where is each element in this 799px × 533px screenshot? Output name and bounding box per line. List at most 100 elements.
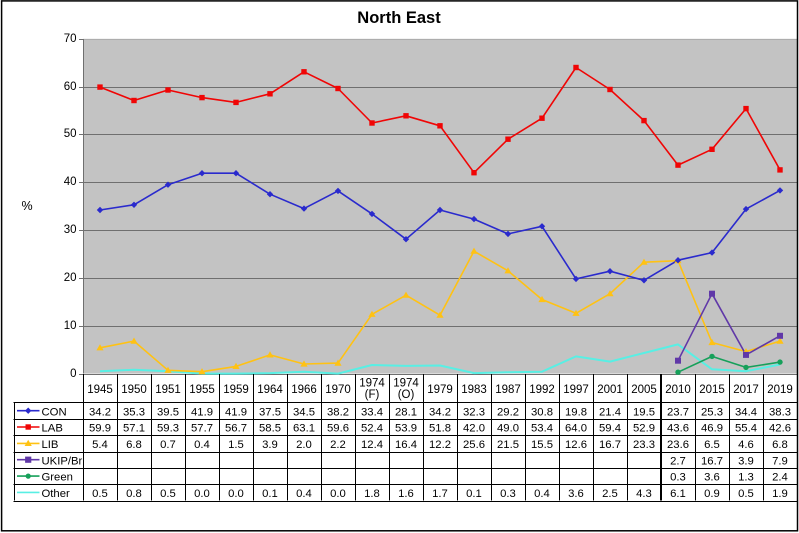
svg-text:53.9: 53.9	[395, 423, 417, 435]
svg-text:12.6: 12.6	[565, 439, 587, 451]
svg-text:12.4: 12.4	[361, 439, 383, 451]
svg-text:21.4: 21.4	[599, 406, 621, 418]
svg-text:49.0: 49.0	[497, 423, 519, 435]
svg-text:4.6: 4.6	[738, 439, 754, 451]
svg-text:0.3: 0.3	[670, 472, 686, 484]
svg-text:34.5: 34.5	[293, 406, 315, 418]
svg-text:1987: 1987	[495, 384, 521, 396]
svg-text:2.0: 2.0	[296, 439, 312, 451]
svg-text:North East: North East	[357, 9, 441, 27]
svg-text:38.2: 38.2	[327, 406, 349, 418]
svg-text:LAB: LAB	[42, 423, 63, 435]
svg-text:39.5: 39.5	[157, 406, 179, 418]
svg-text:20: 20	[64, 272, 77, 284]
svg-text:6.1: 6.1	[670, 488, 686, 500]
svg-text:1955: 1955	[189, 384, 215, 396]
svg-text:10: 10	[64, 320, 77, 332]
svg-text:2.2: 2.2	[330, 439, 346, 451]
svg-text:1983: 1983	[461, 384, 487, 396]
svg-text:32.3: 32.3	[463, 406, 485, 418]
svg-text:3.9: 3.9	[738, 455, 754, 467]
svg-text:43.6: 43.6	[667, 423, 689, 435]
svg-text:23.6: 23.6	[667, 439, 689, 451]
svg-text:1992: 1992	[529, 384, 555, 396]
svg-text:52.9: 52.9	[633, 423, 655, 435]
svg-text:60: 60	[64, 81, 77, 93]
svg-text:33.4: 33.4	[361, 406, 383, 418]
svg-text:0.1: 0.1	[466, 488, 482, 500]
svg-text:1959: 1959	[223, 384, 249, 396]
svg-text:0.0: 0.0	[330, 488, 346, 500]
svg-text:2001: 2001	[597, 384, 623, 396]
svg-text:0.0: 0.0	[194, 488, 210, 500]
svg-text:%: %	[22, 199, 33, 213]
svg-text:52.4: 52.4	[361, 423, 383, 435]
svg-text:3.6: 3.6	[704, 472, 720, 484]
svg-text:15.5: 15.5	[531, 439, 553, 451]
svg-text:30: 30	[64, 224, 77, 236]
svg-text:0.4: 0.4	[534, 488, 550, 500]
svg-text:34.4: 34.4	[735, 406, 757, 418]
svg-text:63.1: 63.1	[293, 423, 315, 435]
svg-text:59.9: 59.9	[89, 423, 111, 435]
svg-text:2005: 2005	[631, 384, 657, 396]
svg-text:30.8: 30.8	[531, 406, 553, 418]
svg-text:34.2: 34.2	[89, 406, 111, 418]
svg-text:57.1: 57.1	[123, 423, 145, 435]
svg-text:57.7: 57.7	[191, 423, 213, 435]
svg-text:0.8: 0.8	[126, 488, 142, 500]
svg-text:Other: Other	[42, 488, 70, 500]
svg-text:UKIP/Br: UKIP/Br	[42, 455, 83, 467]
svg-text:0.5: 0.5	[92, 488, 108, 500]
svg-text:2017: 2017	[733, 384, 759, 396]
svg-text:58.5: 58.5	[259, 423, 281, 435]
svg-text:1.6: 1.6	[398, 488, 414, 500]
svg-text:0.4: 0.4	[296, 488, 312, 500]
svg-text:38.3: 38.3	[769, 406, 791, 418]
svg-text:55.4: 55.4	[735, 423, 757, 435]
svg-text:0.5: 0.5	[738, 488, 754, 500]
svg-text:53.4: 53.4	[531, 423, 553, 435]
svg-text:16.4: 16.4	[395, 439, 417, 451]
svg-text:16.7: 16.7	[701, 455, 723, 467]
svg-text:25.3: 25.3	[701, 406, 723, 418]
svg-text:6.8: 6.8	[772, 439, 788, 451]
svg-text:51.8: 51.8	[429, 423, 451, 435]
svg-text:1970: 1970	[325, 384, 351, 396]
svg-text:28.1: 28.1	[395, 406, 417, 418]
svg-text:0.5: 0.5	[160, 488, 176, 500]
svg-text:59.3: 59.3	[157, 423, 179, 435]
svg-text:2.4: 2.4	[772, 472, 788, 484]
svg-text:37.5: 37.5	[259, 406, 281, 418]
svg-text:0.9: 0.9	[704, 488, 720, 500]
svg-text:0.0: 0.0	[228, 488, 244, 500]
svg-text:23.7: 23.7	[667, 406, 689, 418]
svg-text:41.9: 41.9	[191, 406, 213, 418]
svg-text:35.3: 35.3	[123, 406, 145, 418]
svg-text:59.4: 59.4	[599, 423, 621, 435]
svg-text:42.6: 42.6	[769, 423, 791, 435]
svg-text:1997: 1997	[563, 384, 589, 396]
svg-text:19.8: 19.8	[565, 406, 587, 418]
svg-text:6.8: 6.8	[126, 439, 142, 451]
svg-text:1945: 1945	[87, 384, 113, 396]
svg-text:56.7: 56.7	[225, 423, 247, 435]
svg-text:CON: CON	[42, 406, 67, 418]
svg-text:2.7: 2.7	[670, 455, 686, 467]
svg-text:1974: 1974	[393, 378, 419, 390]
svg-text:4.3: 4.3	[636, 488, 652, 500]
svg-text:29.2: 29.2	[497, 406, 519, 418]
svg-text:59.6: 59.6	[327, 423, 349, 435]
svg-text:42.0: 42.0	[463, 423, 485, 435]
svg-text:1974: 1974	[359, 378, 385, 390]
svg-text:19.5: 19.5	[633, 406, 655, 418]
svg-text:1.5: 1.5	[228, 439, 244, 451]
svg-text:6.5: 6.5	[704, 439, 720, 451]
svg-text:1979: 1979	[427, 384, 453, 396]
svg-text:0: 0	[70, 368, 76, 380]
svg-text:23.3: 23.3	[633, 439, 655, 451]
svg-text:34.2: 34.2	[429, 406, 451, 418]
svg-text:46.9: 46.9	[701, 423, 723, 435]
svg-text:5.4: 5.4	[92, 439, 108, 451]
svg-text:3.6: 3.6	[568, 488, 584, 500]
